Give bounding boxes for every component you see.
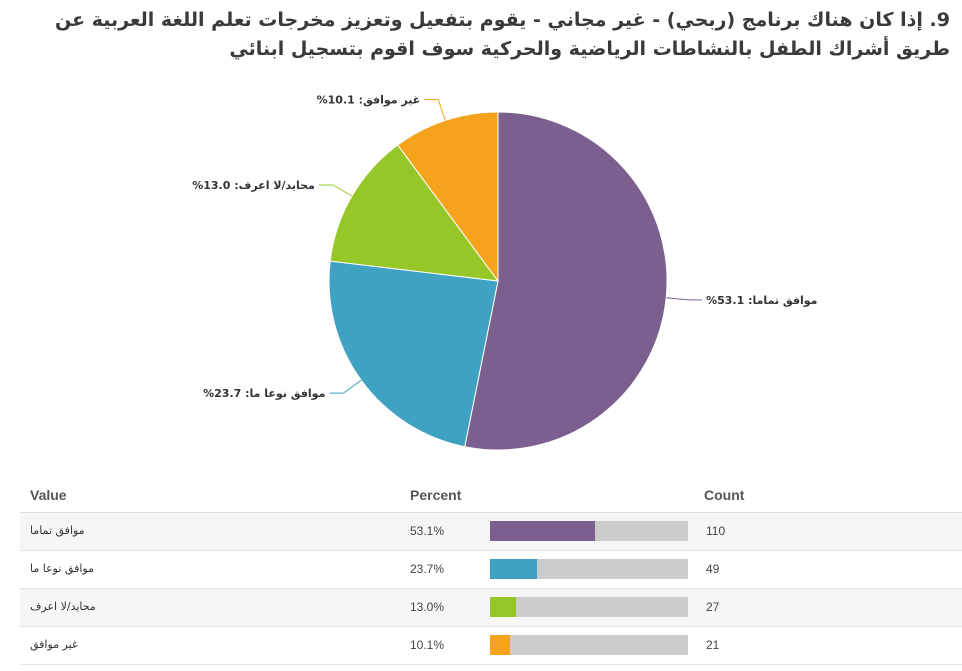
header-value: Value bbox=[30, 487, 67, 503]
header-count: Count bbox=[704, 487, 745, 503]
percent-bar-fill bbox=[490, 597, 516, 617]
percent-bar-track bbox=[490, 635, 688, 655]
percent-bar-track bbox=[490, 521, 688, 541]
pie-leader-line bbox=[318, 184, 353, 197]
pie-data-label: %محايد/لا اعرف: 13.0 bbox=[192, 179, 315, 192]
table-row: موافق تماما 53.1% 110 bbox=[20, 513, 962, 551]
row-count: 21 bbox=[706, 638, 720, 652]
percent-bar-fill bbox=[490, 559, 537, 579]
row-value-label: غير موافق bbox=[30, 638, 78, 651]
pie-data-label: %موافق تماما: 53.1 bbox=[706, 294, 817, 307]
percent-bar-fill bbox=[490, 635, 510, 655]
results-table: Value Percent Count موافق تماما 53.1% 11… bbox=[20, 477, 962, 665]
table-row: محايد/لا اعرف 13.0% 27 bbox=[20, 589, 962, 627]
percent-bar-track bbox=[490, 559, 688, 579]
row-percent: 23.7% bbox=[410, 562, 445, 576]
row-value-label: موافق تماما bbox=[30, 524, 85, 537]
table-header: Value Percent Count bbox=[20, 477, 962, 513]
row-percent: 13.0% bbox=[410, 600, 445, 614]
table-row: غير موافق 10.1% 21 bbox=[20, 627, 962, 665]
row-percent: 53.1% bbox=[410, 524, 445, 538]
table-row: موافق نوعا ما 23.7% 49 bbox=[20, 551, 962, 589]
row-value-label: محايد/لا اعرف bbox=[30, 600, 96, 613]
pie-slice bbox=[329, 144, 500, 282]
pie-chart: %موافق تماما: 53.1 %موافق نوعا ما: 23.7 %م… bbox=[192, 94, 818, 451]
row-count: 49 bbox=[706, 562, 720, 576]
percent-bar-fill bbox=[490, 521, 596, 541]
pie-data-label: %موافق نوعا ما: 23.7 bbox=[203, 387, 325, 400]
pie-leader-line bbox=[329, 379, 362, 394]
row-value-label: موافق نوعا ما bbox=[30, 562, 94, 575]
pie-slice bbox=[464, 111, 668, 451]
header-percent: Percent bbox=[410, 487, 462, 503]
row-count: 27 bbox=[706, 600, 720, 614]
pie-data-label: %غير موافق: 10.1 bbox=[317, 94, 421, 107]
percent-bar-track bbox=[490, 597, 688, 617]
question-title: 9. إذا كان هناك برنامج (ربحي) - غير مجان… bbox=[55, 9, 950, 60]
pie-leader-line bbox=[424, 99, 446, 121]
row-count: 110 bbox=[706, 524, 726, 538]
row-percent: 10.1% bbox=[410, 638, 445, 652]
pie-leader-line bbox=[666, 297, 703, 301]
